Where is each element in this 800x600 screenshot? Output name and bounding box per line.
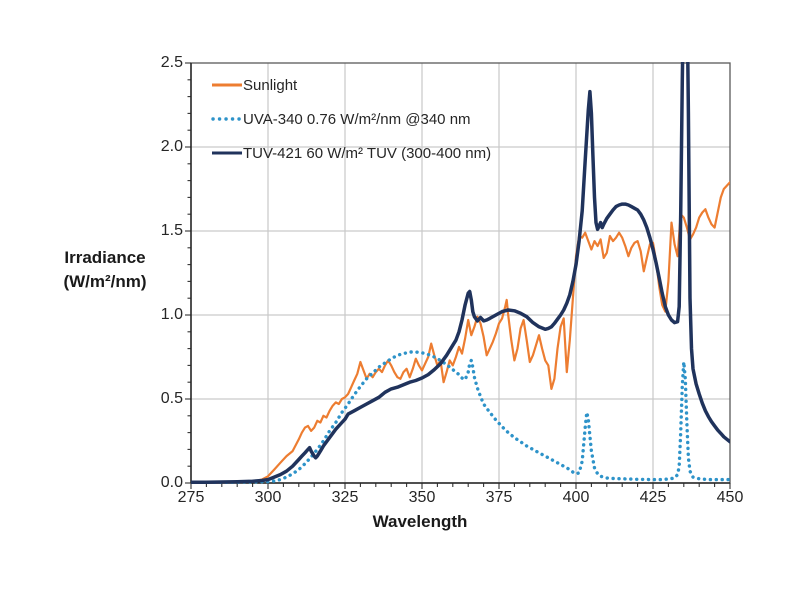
x-tick-label-275: 275 [177,489,205,506]
y-tick-label-2.5: 2.5 [160,54,183,71]
y-tick-label-1.5: 1.5 [160,222,183,239]
series-line-1 [191,350,730,484]
x-axis-title: Wavelength [372,512,468,531]
y-axis-title-line1: Irradiance [64,248,146,267]
y-tick-label-0.5: 0.5 [160,390,183,407]
series-line-2 [191,62,730,484]
uva340-dotted-line-swatch-icon [211,117,243,121]
x-tick-label-350: 350 [408,489,436,506]
legend-label-uva340: UVA-340 0.76 W/m²/nm @340 nm [243,110,471,128]
x-tick-label-325: 325 [331,489,359,506]
legend-item-tuv421: TUV-421 60 W/m² TUV (300-400 nm) [211,144,491,162]
x-tick-label-400: 400 [562,489,590,506]
legend-item-uva340: UVA-340 0.76 W/m²/nm @340 nm [211,110,491,128]
x-tick-label-375: 375 [485,489,513,506]
legend-label-sunlight: Sunlight [243,76,298,94]
x-tick-label-450: 450 [716,489,744,506]
y-tick-label-0.0: 0.0 [160,474,183,491]
legend: Sunlight UVA-340 0.76 W/m²/nm @340 nm TU… [211,76,491,178]
y-tick-label-2.0: 2.0 [160,138,183,155]
sunlight-line-swatch-icon [212,83,242,87]
y-tick-label-1.0: 1.0 [160,306,183,323]
legend-item-sunlight: Sunlight [211,76,491,94]
x-tick-label-300: 300 [254,489,282,506]
tuv421-line-swatch-icon [212,151,242,155]
legend-label-tuv421: TUV-421 60 W/m² TUV (300-400 nm) [243,144,492,162]
y-axis-title: Irradiance (W/m²/nm) [48,246,162,294]
x-tick-label-425: 425 [639,489,667,506]
y-axis-title-line2: (W/m²/nm) [63,272,147,291]
